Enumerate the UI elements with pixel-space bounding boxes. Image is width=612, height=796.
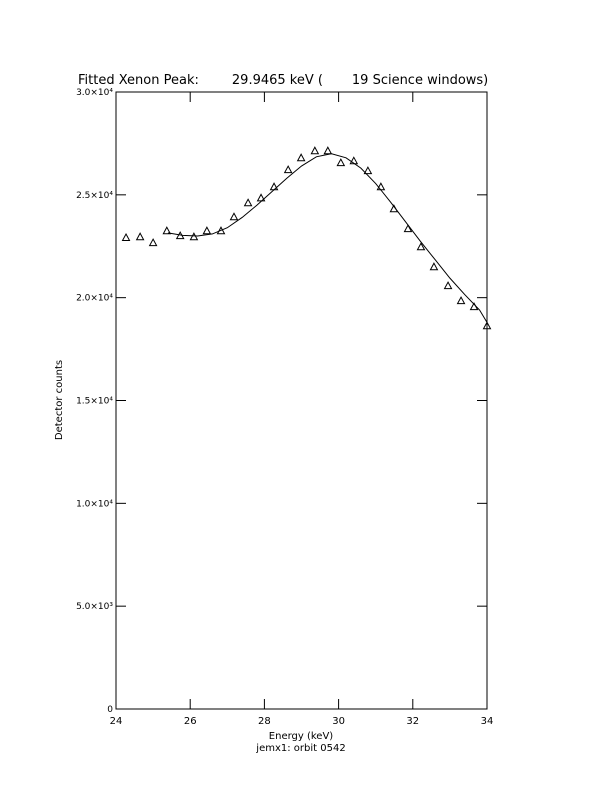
data-point	[189, 232, 199, 241]
y-tick-label: 3.0×10⁴	[76, 88, 113, 98]
fit-line	[167, 153, 488, 323]
data-point	[216, 226, 226, 235]
x-tick-label: 32	[406, 716, 419, 727]
data-point	[202, 226, 212, 235]
y-tick-label: 2.0×10⁴	[76, 294, 113, 304]
chart-title: Fitted Xenon Peak: 29.9465 keV ( 19 Scie…	[78, 73, 488, 88]
data-point	[229, 212, 239, 221]
data-point	[416, 242, 426, 251]
x-tick-label: 28	[258, 716, 271, 727]
x-tick-label: 26	[184, 716, 197, 727]
data-point	[482, 321, 492, 330]
data-point	[121, 232, 131, 242]
data-point	[336, 158, 346, 167]
data-point	[456, 296, 466, 305]
data-point	[243, 198, 253, 207]
data-point	[283, 165, 293, 174]
y-tick-label: 1.5×10⁴	[76, 397, 113, 407]
x-tick-label: 30	[332, 716, 345, 727]
y-axis-label: Detector counts	[54, 360, 65, 440]
data-point	[429, 262, 439, 271]
x-tick-label: 24	[110, 716, 123, 727]
x-tick-label: 34	[481, 716, 494, 727]
data-point	[148, 238, 158, 247]
y-tick-label: 5.0×10³	[76, 602, 113, 612]
y-tick-label: 1.0×10⁴	[76, 499, 113, 509]
data-point	[443, 281, 453, 290]
data-point	[363, 166, 373, 175]
data-point	[403, 224, 413, 233]
y-tick-label: 0	[107, 705, 113, 715]
data-point	[135, 232, 145, 241]
x-axis-label: Energy (keV)	[269, 731, 334, 742]
data-point	[310, 146, 320, 155]
data-point	[323, 146, 333, 155]
data-point	[162, 226, 172, 235]
data-point	[296, 153, 306, 162]
footnote: jemx1: orbit 0542	[255, 743, 345, 754]
y-tick-label: 2.5×10⁴	[76, 191, 113, 201]
